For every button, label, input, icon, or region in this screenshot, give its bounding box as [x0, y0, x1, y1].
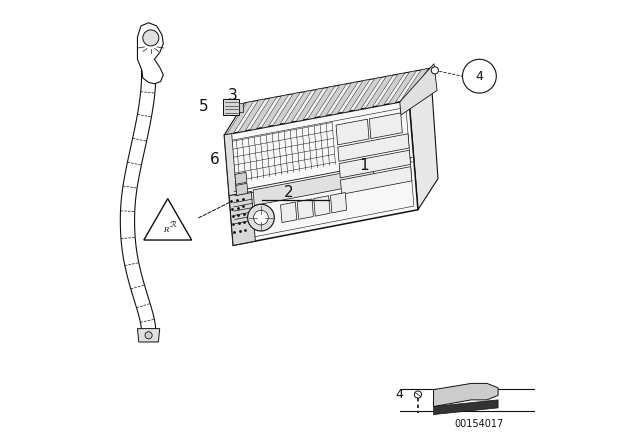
Polygon shape	[330, 82, 358, 115]
Text: 5: 5	[198, 99, 208, 113]
Polygon shape	[340, 167, 412, 194]
Polygon shape	[236, 183, 248, 195]
Polygon shape	[338, 134, 409, 161]
Polygon shape	[336, 119, 369, 145]
Polygon shape	[307, 86, 335, 119]
Polygon shape	[314, 196, 330, 216]
Polygon shape	[224, 134, 237, 196]
Polygon shape	[400, 64, 437, 115]
Polygon shape	[238, 99, 265, 132]
Polygon shape	[253, 167, 374, 206]
Text: R: R	[163, 226, 168, 234]
Polygon shape	[239, 103, 243, 112]
Polygon shape	[330, 193, 347, 213]
Polygon shape	[377, 73, 405, 106]
Polygon shape	[224, 68, 431, 135]
Polygon shape	[138, 329, 160, 342]
Polygon shape	[297, 199, 314, 220]
Polygon shape	[400, 69, 428, 102]
Polygon shape	[296, 88, 323, 121]
Polygon shape	[433, 400, 498, 414]
Text: 4: 4	[396, 388, 403, 401]
Text: 1: 1	[360, 158, 369, 173]
Polygon shape	[280, 202, 297, 223]
Polygon shape	[388, 71, 417, 104]
Polygon shape	[339, 150, 410, 178]
Polygon shape	[227, 101, 253, 134]
Text: ℛ: ℛ	[170, 220, 177, 228]
Polygon shape	[229, 191, 255, 246]
Polygon shape	[235, 172, 247, 184]
Polygon shape	[365, 75, 393, 108]
Text: 4: 4	[476, 70, 483, 83]
Polygon shape	[261, 95, 289, 128]
Polygon shape	[144, 198, 191, 240]
Polygon shape	[433, 383, 498, 406]
Polygon shape	[120, 70, 156, 333]
Polygon shape	[273, 92, 300, 126]
Polygon shape	[369, 113, 403, 138]
Text: 00154017: 00154017	[455, 419, 504, 429]
Text: 3: 3	[228, 88, 238, 103]
Polygon shape	[138, 23, 163, 84]
Polygon shape	[224, 100, 418, 246]
Circle shape	[143, 30, 159, 46]
Polygon shape	[409, 68, 438, 210]
Circle shape	[431, 67, 438, 74]
Polygon shape	[250, 97, 277, 130]
Circle shape	[463, 59, 496, 93]
Circle shape	[414, 391, 422, 398]
Polygon shape	[354, 78, 381, 111]
Text: 2: 2	[284, 185, 294, 200]
Polygon shape	[223, 99, 239, 116]
Polygon shape	[319, 84, 347, 117]
Circle shape	[253, 210, 268, 225]
Text: 6: 6	[210, 152, 220, 167]
Polygon shape	[342, 79, 370, 113]
Circle shape	[248, 204, 275, 231]
Polygon shape	[284, 90, 312, 124]
Circle shape	[145, 332, 152, 339]
